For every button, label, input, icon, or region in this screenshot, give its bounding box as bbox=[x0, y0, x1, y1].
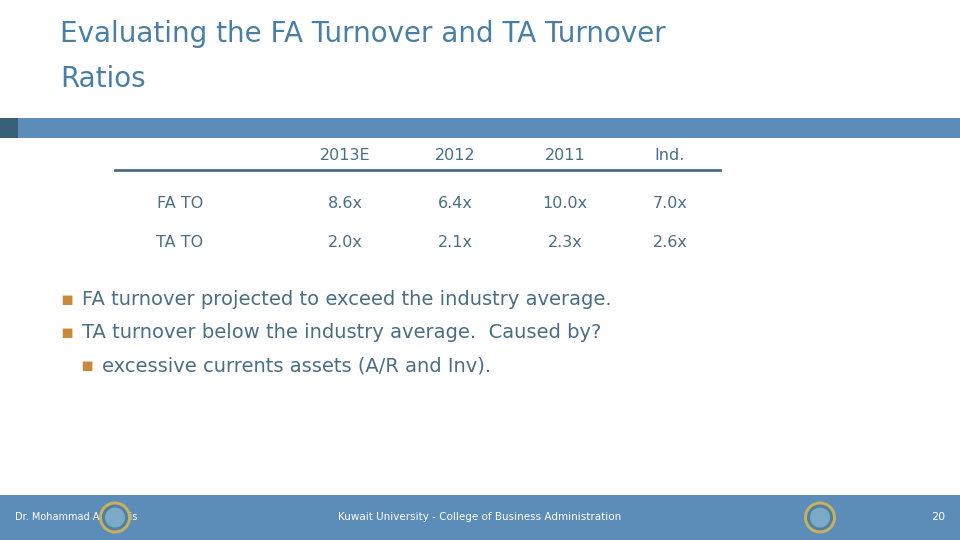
Text: Dr. Mohammad Alkhamis: Dr. Mohammad Alkhamis bbox=[15, 512, 137, 523]
Text: 6.4x: 6.4x bbox=[438, 196, 472, 211]
Text: 2011: 2011 bbox=[544, 148, 586, 163]
Text: TA TO: TA TO bbox=[156, 235, 204, 250]
Text: 10.0x: 10.0x bbox=[542, 196, 588, 211]
Text: 8.6x: 8.6x bbox=[327, 196, 363, 211]
Circle shape bbox=[804, 502, 836, 534]
Text: FA turnover projected to exceed the industry average.: FA turnover projected to exceed the indu… bbox=[82, 290, 612, 309]
Text: 2013E: 2013E bbox=[320, 148, 371, 163]
Text: 2.6x: 2.6x bbox=[653, 235, 687, 250]
Circle shape bbox=[105, 508, 125, 528]
Bar bbox=[18, 118, 960, 138]
Text: 7.0x: 7.0x bbox=[653, 196, 687, 211]
Bar bbox=[0, 118, 18, 138]
Text: FA TO: FA TO bbox=[156, 196, 204, 211]
Circle shape bbox=[810, 508, 830, 528]
Text: TA turnover below the industry average.  Caused by?: TA turnover below the industry average. … bbox=[82, 323, 601, 342]
Text: ▪: ▪ bbox=[60, 323, 73, 342]
Text: Ind.: Ind. bbox=[655, 148, 685, 163]
Circle shape bbox=[807, 504, 833, 530]
Circle shape bbox=[99, 502, 131, 534]
Text: 2012: 2012 bbox=[435, 148, 475, 163]
Text: Kuwait University - College of Business Administration: Kuwait University - College of Business … bbox=[338, 512, 622, 523]
Text: ▪: ▪ bbox=[60, 290, 73, 309]
Text: 2.1x: 2.1x bbox=[438, 235, 472, 250]
Text: 2.3x: 2.3x bbox=[547, 235, 583, 250]
Text: Ratios: Ratios bbox=[60, 65, 146, 93]
Circle shape bbox=[102, 504, 128, 530]
Text: 2.0x: 2.0x bbox=[327, 235, 363, 250]
Text: Evaluating the FA Turnover and TA Turnover: Evaluating the FA Turnover and TA Turnov… bbox=[60, 20, 665, 48]
Text: excessive currents assets (A/R and Inv).: excessive currents assets (A/R and Inv). bbox=[102, 356, 492, 375]
Bar bbox=[0, 495, 960, 540]
Text: 20: 20 bbox=[931, 512, 945, 523]
Text: ▪: ▪ bbox=[80, 356, 93, 375]
